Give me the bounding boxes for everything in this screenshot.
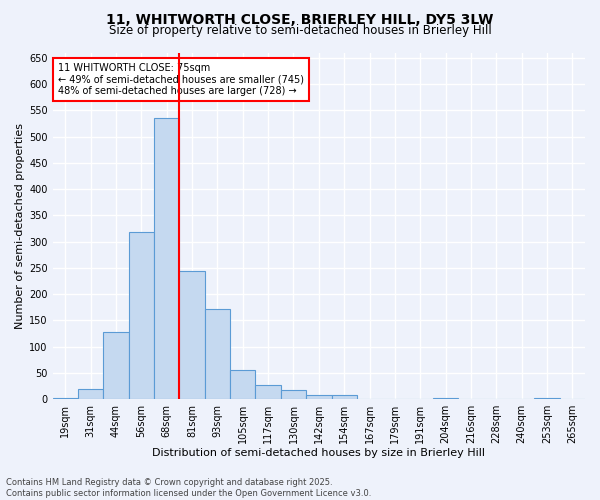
Text: Size of property relative to semi-detached houses in Brierley Hill: Size of property relative to semi-detach…	[109, 24, 491, 37]
Bar	[306, 395, 332, 399]
Bar	[78, 388, 103, 399]
Bar	[103, 332, 129, 399]
Bar	[433, 398, 458, 399]
Bar	[230, 370, 256, 399]
Text: 11, WHITWORTH CLOSE, BRIERLEY HILL, DY5 3LW: 11, WHITWORTH CLOSE, BRIERLEY HILL, DY5 …	[106, 12, 494, 26]
Y-axis label: Number of semi-detached properties: Number of semi-detached properties	[15, 123, 25, 329]
X-axis label: Distribution of semi-detached houses by size in Brierley Hill: Distribution of semi-detached houses by …	[152, 448, 485, 458]
Bar	[256, 385, 281, 399]
Bar	[154, 118, 179, 399]
Bar	[332, 396, 357, 399]
Text: 11 WHITWORTH CLOSE: 75sqm
← 49% of semi-detached houses are smaller (745)
48% of: 11 WHITWORTH CLOSE: 75sqm ← 49% of semi-…	[58, 63, 304, 96]
Text: Contains HM Land Registry data © Crown copyright and database right 2025.
Contai: Contains HM Land Registry data © Crown c…	[6, 478, 371, 498]
Bar	[179, 272, 205, 399]
Bar	[281, 390, 306, 399]
Bar	[205, 309, 230, 399]
Bar	[535, 398, 560, 399]
Bar	[129, 232, 154, 399]
Bar	[53, 398, 78, 399]
